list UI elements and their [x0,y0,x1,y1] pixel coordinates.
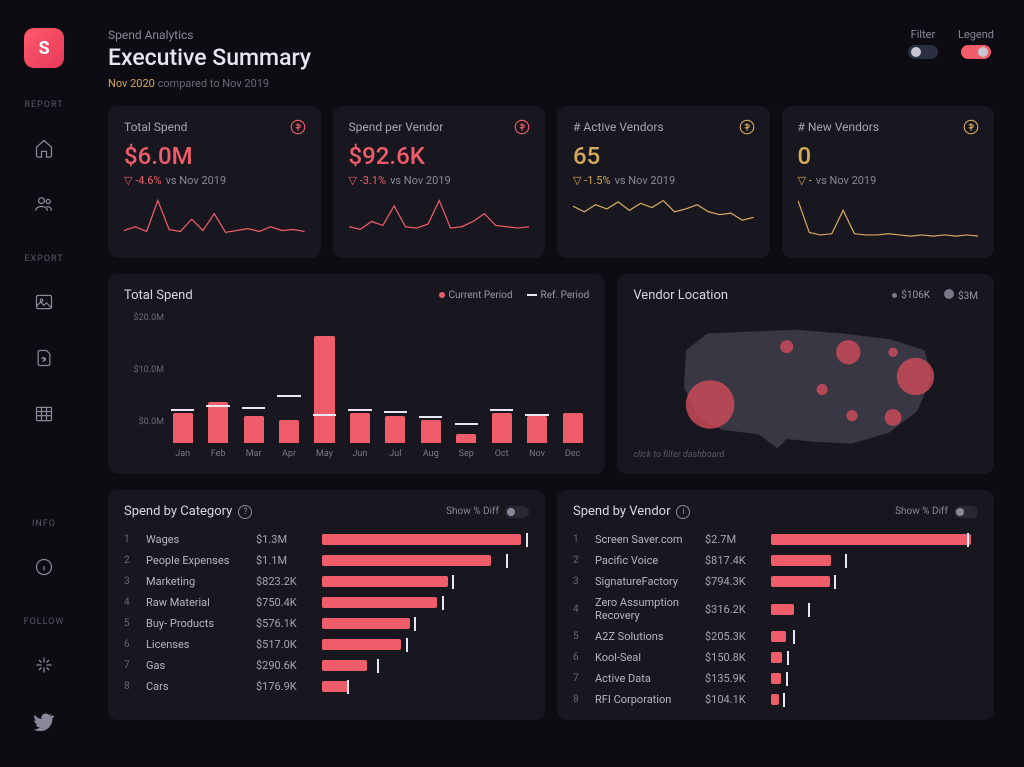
list-row[interactable]: 2 Pacific Voice $817.4K [573,550,978,571]
nav-group-export: EXPORT [24,254,63,264]
list-row[interactable]: 6 Kool-Seal $150.8K [573,647,978,668]
category-title: Spend by Category ? [124,504,252,519]
kpi-value: 0 [798,142,979,170]
list-row[interactable]: 4 Raw Material $750.4K [124,592,529,613]
list-row[interactable]: 3 Marketing $823.2K [124,571,529,592]
mid-row: Total Spend Current Period Ref. Period $… [108,274,994,474]
vendor-location-card: Vendor Location $106K $3M click to filte… [617,274,994,474]
vendor-title: Spend by Vendor i [573,504,690,519]
bar-Dec[interactable]: Dec [556,313,589,443]
nav-group-info: INFO [32,519,56,529]
bar-Jun[interactable]: Jun [343,313,376,443]
page-title: Executive Summary [108,44,311,71]
currency-icon [289,118,307,136]
kpi-value: 65 [573,142,754,170]
kpi-sparkline [349,195,530,241]
list-row[interactable]: 7 Gas $290.6K [124,655,529,676]
kpi-title: # Active Vendors [573,120,754,134]
page-header: Spend Analytics Executive Summary Nov 20… [108,28,994,90]
list-row[interactable]: 4 Zero Assumption Recovery $316.2K [573,592,978,626]
bottom-row: Spend by Category ? Show % Diff 1 Wages … [108,490,994,720]
legend-toggle[interactable]: Legend [958,28,994,59]
filter-toggle[interactable]: Filter [908,28,938,59]
kpi-value: $92.6K [349,142,530,170]
table-icon[interactable] [26,396,62,432]
list-row[interactable]: 8 RFI Corporation $104.1K [573,689,978,710]
list-row[interactable]: 5 A2Z Solutions $205.3K [573,626,978,647]
home-icon[interactable] [26,130,62,166]
kpi-value: $6.0M [124,142,305,170]
tableau-icon[interactable] [26,647,62,683]
list-row[interactable]: 8 Cars $176.9K [124,676,529,697]
map-hint: click to filter dashboard [633,450,724,460]
kpi-card-0[interactable]: Total Spend $6.0M ▽ -4.6%vs Nov 2019 [108,106,321,258]
image-icon[interactable] [26,284,62,320]
kpi-sparkline [573,195,754,241]
sidebar: S REPORT EXPORT INFO FOLLOW [0,0,88,767]
kpi-title: Spend per Vendor [349,120,530,134]
kpi-row: Total Spend $6.0M ▽ -4.6%vs Nov 2019 Spe… [108,106,994,258]
list-row[interactable]: 1 Wages $1.3M [124,529,529,550]
kpi-change: ▽ -1.5%vs Nov 2019 [573,174,754,187]
logo-letter: S [38,38,49,59]
bar-chart: $20.0M$10.0M$0.0M Jan Feb Mar Apr May Ju… [124,313,589,443]
pdf-icon[interactable] [26,340,62,376]
bar-Sep[interactable]: Sep [450,313,483,443]
kpi-card-2[interactable]: # Active Vendors 65 ▽ -1.5%vs Nov 2019 [557,106,770,258]
users-icon[interactable] [26,186,62,222]
info-icon[interactable] [26,549,62,585]
list-row[interactable]: 2 People Expenses $1.1M [124,550,529,571]
list-row[interactable]: 3 SignatureFactory $794.3K [573,571,978,592]
total-spend-chart-card: Total Spend Current Period Ref. Period $… [108,274,605,474]
kpi-sparkline [124,195,305,241]
kpi-title: # New Vendors [798,120,979,134]
vendor-diff-toggle[interactable]: Show % Diff [895,506,978,518]
nav-group-follow: FOLLOW [24,617,65,627]
chart-legend: Current Period Ref. Period [439,290,590,301]
bar-Apr[interactable]: Apr [272,313,305,443]
bar-Mar[interactable]: Mar [237,313,270,443]
nav-group-report: REPORT [24,100,63,110]
kpi-change: ▽ -vs Nov 2019 [798,174,979,187]
list-row[interactable]: 1 Screen Saver.com $2.7M [573,529,978,550]
current-period: Nov 2020 [108,77,155,90]
bar-May[interactable]: May [308,313,341,443]
kpi-card-1[interactable]: Spend per Vendor $92.6K ▽ -3.1%vs Nov 20… [333,106,546,258]
kpi-sparkline [798,195,979,241]
spend-by-category-card: Spend by Category ? Show % Diff 1 Wages … [108,490,545,720]
bar-Aug[interactable]: Aug [414,313,447,443]
usa-map[interactable] [633,313,978,453]
list-row[interactable]: 6 Licenses $517.0K [124,634,529,655]
category-diff-toggle[interactable]: Show % Diff [446,506,529,518]
compare-label: compared to Nov 2019 [158,77,270,90]
kpi-change: ▽ -4.6%vs Nov 2019 [124,174,305,187]
bar-Oct[interactable]: Oct [485,313,518,443]
twitter-icon[interactable] [26,703,62,739]
kpi-title: Total Spend [124,120,305,134]
map-legend: $106K $3M [892,289,978,302]
page-subtitle: Spend Analytics [108,28,311,42]
spend-by-vendor-card: Spend by Vendor i Show % Diff 1 Screen S… [557,490,994,720]
bar-Nov[interactable]: Nov [520,313,553,443]
main-content: Spend Analytics Executive Summary Nov 20… [88,0,1024,767]
bar-Jan[interactable]: Jan [166,313,199,443]
app-logo[interactable]: S [24,28,64,68]
bar-Feb[interactable]: Feb [201,313,234,443]
kpi-card-3[interactable]: # New Vendors 0 ▽ -vs Nov 2019 [782,106,995,258]
chart-title: Total Spend [124,288,193,303]
bar-Jul[interactable]: Jul [379,313,412,443]
list-row[interactable]: 7 Active Data $135.9K [573,668,978,689]
person-plus-icon [962,118,980,136]
person-icon [738,118,756,136]
map-title: Vendor Location [633,288,728,303]
info-icon[interactable]: i [676,505,690,519]
y-axis: $20.0M$10.0M$0.0M [124,313,164,427]
handshake-icon [513,118,531,136]
help-icon[interactable]: ? [238,505,252,519]
header-toggles: Filter Legend [908,28,994,59]
date-comparison: Nov 2020 compared to Nov 2019 [108,77,311,90]
list-row[interactable]: 5 Buy- Products $576.1K [124,613,529,634]
kpi-change: ▽ -3.1%vs Nov 2019 [349,174,530,187]
